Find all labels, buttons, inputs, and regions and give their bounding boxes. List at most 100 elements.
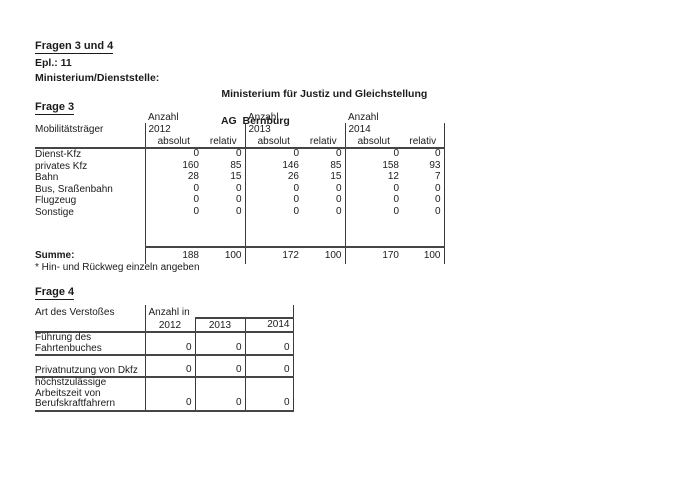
table-row: Bahn 28 15 26 15 12 7: [35, 171, 445, 184]
value-cell: 0: [235, 148, 242, 159]
office-row: Ministerium/Dienststelle: Ministerium fü…: [35, 72, 635, 127]
value-cell: 0: [194, 355, 245, 378]
value-cell: 0: [244, 206, 302, 218]
table-row-empty: [35, 218, 445, 248]
office-label: Ministerium/Dienststelle:: [35, 72, 160, 84]
value-cell: 0: [144, 148, 202, 161]
year-cell-2014: 2014: [344, 123, 445, 135]
year-cell-2013: 2013: [194, 318, 245, 333]
table-row: höchstzulässige Arbeitszeit von Berufskr…: [35, 377, 294, 412]
value-cell: 0: [344, 148, 402, 161]
office-name: Ministerium für Justiz und Gleichstellun…: [221, 87, 428, 100]
row-label-cell: Führung des Fahrtenbuches: [35, 332, 145, 356]
frage4-heading-text: Frage 4: [35, 286, 75, 300]
value-cell: 0: [194, 332, 245, 356]
table-row: Sonstige 0 0 0 0 0 0: [35, 205, 445, 218]
frage4-table: Art des Verstoßes Anzahl in 2012 2013 20…: [35, 305, 294, 412]
value-cell: 0: [335, 182, 342, 194]
sum-value-cell: 172: [244, 247, 302, 264]
spacer-cell: [202, 218, 245, 248]
value-cell: 158: [344, 160, 402, 172]
frage4-heading: Frage 4: [35, 286, 75, 300]
table-row: Führung des Fahrtenbuches 0 0 0: [35, 332, 294, 356]
count-label-2014: Anzahl: [348, 111, 379, 123]
value-cell: 0: [144, 206, 202, 218]
year-cell-2014: 2014: [244, 318, 294, 333]
subcol-absolut: absolut: [144, 135, 202, 149]
value-cell: 85: [230, 159, 242, 171]
value-cell: 0: [235, 205, 242, 217]
table-row-sum: Summe: 188 100 172 100 170 100: [35, 247, 445, 264]
value-cell: 0: [244, 332, 294, 356]
value-cell: 12: [344, 171, 402, 184]
count-label-2013: Anzahl: [248, 111, 279, 123]
value-cell: 0: [244, 355, 294, 378]
value-cell: 28: [144, 171, 202, 184]
subcol-relativ: relativ: [302, 135, 345, 149]
sum-value-cell: 188: [144, 247, 202, 264]
year-cell-2013: 2013: [244, 123, 345, 135]
sum-value-cell: 100: [224, 249, 242, 261]
value-cell: 146: [244, 160, 302, 172]
row-header-cell: Mobilitätsträger: [35, 123, 104, 135]
value-cell: 26: [244, 171, 302, 184]
value-cell: 160: [144, 160, 202, 172]
table-row: Dienst-Kfz 0 0 0 0 0 0: [35, 148, 445, 161]
spacer-cell: [35, 112, 145, 123]
value-cell: 0: [235, 182, 242, 194]
value-cell: 0: [244, 377, 294, 412]
table-row-years: Mobilitätsträger 2012 2013 2014: [35, 123, 445, 135]
spacer-cell: [302, 218, 345, 248]
document-title-text: Fragen 3 und 4: [35, 40, 114, 54]
frage3-heading: Frage 3: [35, 101, 75, 115]
table-row-anzahl: Anzahl Anzahl Anzahl: [35, 112, 444, 123]
row-label-cell: Dienst-Kfz: [35, 149, 82, 160]
value-cell: 0: [244, 183, 302, 195]
value-cell: 0: [144, 355, 195, 378]
subcol-relativ: relativ: [202, 135, 245, 149]
value-cell: 0: [144, 332, 195, 356]
frage3-table: Anzahl Anzahl Anzahl Mobilitätsträger 20…: [35, 112, 445, 264]
value-cell: 0: [335, 194, 342, 205]
row-label-cell: Privatnutzung von Dkfz: [35, 355, 145, 378]
subcol-absolut: absolut: [244, 135, 302, 149]
value-cell: 0: [335, 205, 342, 217]
value-cell: 0: [344, 194, 402, 207]
table-row: Bus, Sraßenbahn 0 0 0 0 0 0: [35, 182, 445, 195]
row-label-cell: privates Kfz: [35, 160, 88, 172]
row-label-cell: Sonstige: [35, 206, 74, 218]
epl-line: Epl.: 11: [35, 57, 72, 69]
value-cell: 0: [402, 206, 445, 218]
table-row-years: 2012 2013 2014: [35, 318, 294, 333]
value-cell: 7: [402, 171, 445, 184]
table-row: privates Kfz 160 85 146 85 158 93: [35, 159, 445, 172]
spacer-cell: [35, 318, 145, 333]
sum-value-cell: 100: [324, 249, 342, 261]
table-row: Flugzeug 0 0 0 0 0 0: [35, 194, 445, 207]
value-cell: 0: [144, 194, 202, 207]
table-row-header: Art des Verstoßes Anzahl in: [35, 305, 294, 319]
year-cell-2012: 2012: [144, 123, 245, 135]
count-label-cell: Anzahl in: [144, 305, 195, 318]
document-header: Fragen 3 und 4 Epl.: 11 Ministerium/Dien…: [35, 40, 635, 127]
footnote: * Hin- und Rückweg einzeln angeben: [35, 262, 200, 273]
spacer-cell: [344, 218, 402, 248]
sum-value-cell: 170: [344, 247, 402, 264]
row-label-cell: Bahn: [35, 172, 59, 183]
count-label-2012: Anzahl: [148, 111, 179, 123]
subcol-relativ: relativ: [402, 135, 445, 149]
value-cell: 0: [335, 148, 342, 159]
spacer-cell: [402, 218, 445, 248]
document-title: Fragen 3 und 4: [35, 40, 635, 54]
table-row: Privatnutzung von Dkfz 0 0 0: [35, 355, 294, 378]
spacer-cell: [35, 135, 145, 149]
spacer-cell: [244, 218, 302, 248]
row-label-cell: höchstzulässige Arbeitszeit von Berufskr…: [35, 377, 145, 412]
value-cell: 0: [344, 183, 402, 195]
spacer-cell: [144, 218, 202, 248]
value-cell: 0: [144, 377, 195, 412]
sum-label-cell: Summe:: [35, 249, 75, 261]
value-cell: 0: [235, 194, 242, 205]
value-cell: 93: [402, 160, 445, 172]
